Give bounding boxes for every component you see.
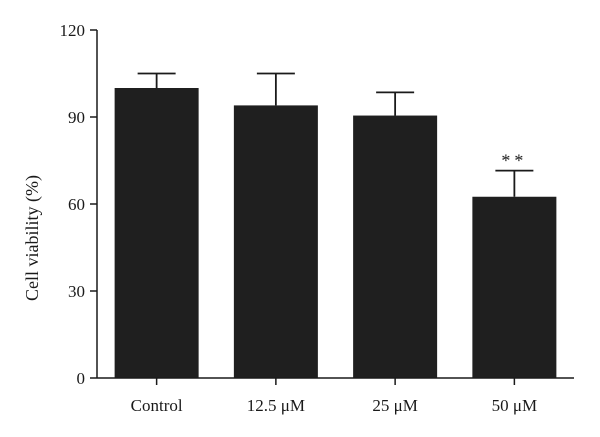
significance-marker: ** bbox=[501, 151, 527, 171]
x-tick-label: 50 μM bbox=[492, 396, 537, 415]
x-tick-label: 25 μM bbox=[372, 396, 417, 415]
x-tick-label: Control bbox=[131, 396, 183, 415]
bar bbox=[114, 88, 199, 378]
bar bbox=[353, 115, 438, 379]
bars-layer bbox=[114, 88, 557, 379]
x-ticks-layer: Control 12.5 μM 25 μM 50 μM bbox=[131, 378, 537, 415]
bar bbox=[472, 196, 557, 378]
y-ticks-layer: 0 30 60 90 120 bbox=[60, 21, 97, 388]
x-tick-label: 12.5 μM bbox=[247, 396, 305, 415]
y-tick-label: 30 bbox=[68, 282, 85, 301]
significance-layer: ** bbox=[501, 151, 527, 171]
y-tick-label: 0 bbox=[77, 369, 86, 388]
error-bars-layer bbox=[137, 72, 534, 197]
y-tick-label: 90 bbox=[68, 108, 85, 127]
y-axis-title: Cell viability (%) bbox=[22, 175, 43, 301]
y-tick-label: 120 bbox=[60, 21, 86, 40]
y-tick-label: 60 bbox=[68, 195, 85, 214]
bar bbox=[233, 105, 318, 379]
